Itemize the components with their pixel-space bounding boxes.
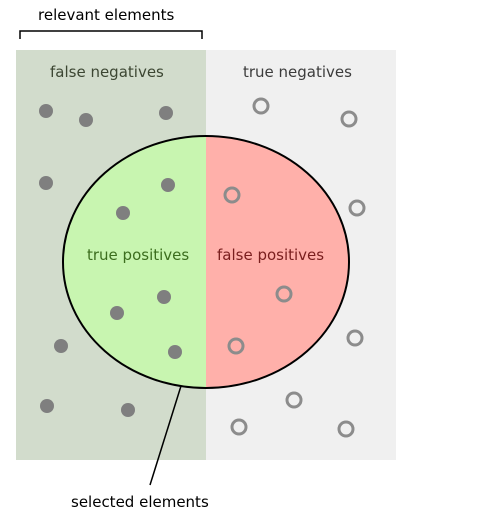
false-positive-ring-icon (223, 186, 241, 204)
false-positives-label: false positives (217, 246, 324, 264)
true-positive-dot-icon (161, 178, 175, 192)
true-positives-region (63, 136, 206, 388)
false-negative-dot-icon (121, 403, 135, 417)
relevant-elements-bracket (19, 30, 203, 39)
false-positive-ring-icon (275, 285, 293, 303)
true-negative-ring-icon (340, 110, 358, 128)
false-negative-dot-icon (40, 399, 54, 413)
selected-elements-pointer-line (149, 385, 182, 486)
selected-elements-outline (62, 135, 350, 389)
outside-items-group (39, 97, 366, 438)
selected-elements-label: selected elements (71, 493, 209, 511)
true-positives-label: true positives (87, 246, 189, 264)
true-negative-ring-icon (348, 199, 366, 217)
false-negatives-label: false negatives (50, 63, 164, 81)
true-positive-dot-icon (157, 290, 171, 304)
true-negative-ring-icon (230, 418, 248, 436)
true-negative-ring-icon (346, 329, 364, 347)
false-negative-dot-icon (159, 106, 173, 120)
true-positive-dot-icon (110, 306, 124, 320)
true-negative-ring-icon (285, 391, 303, 409)
inside-items-group (110, 178, 293, 359)
relevant-elements-label: relevant elements (38, 6, 175, 24)
false-positives-region (206, 136, 349, 388)
false-negative-dot-icon (79, 113, 93, 127)
false-negative-dot-icon (54, 339, 68, 353)
true-negative-ring-icon (337, 420, 355, 438)
false-positive-ring-icon (227, 337, 245, 355)
false-negative-dot-icon (39, 104, 53, 118)
false-negative-dot-icon (39, 176, 53, 190)
true-negative-ring-icon (252, 97, 270, 115)
true-positive-dot-icon (168, 345, 182, 359)
true-positive-dot-icon (116, 206, 130, 220)
true-negatives-label: true negatives (243, 63, 352, 81)
